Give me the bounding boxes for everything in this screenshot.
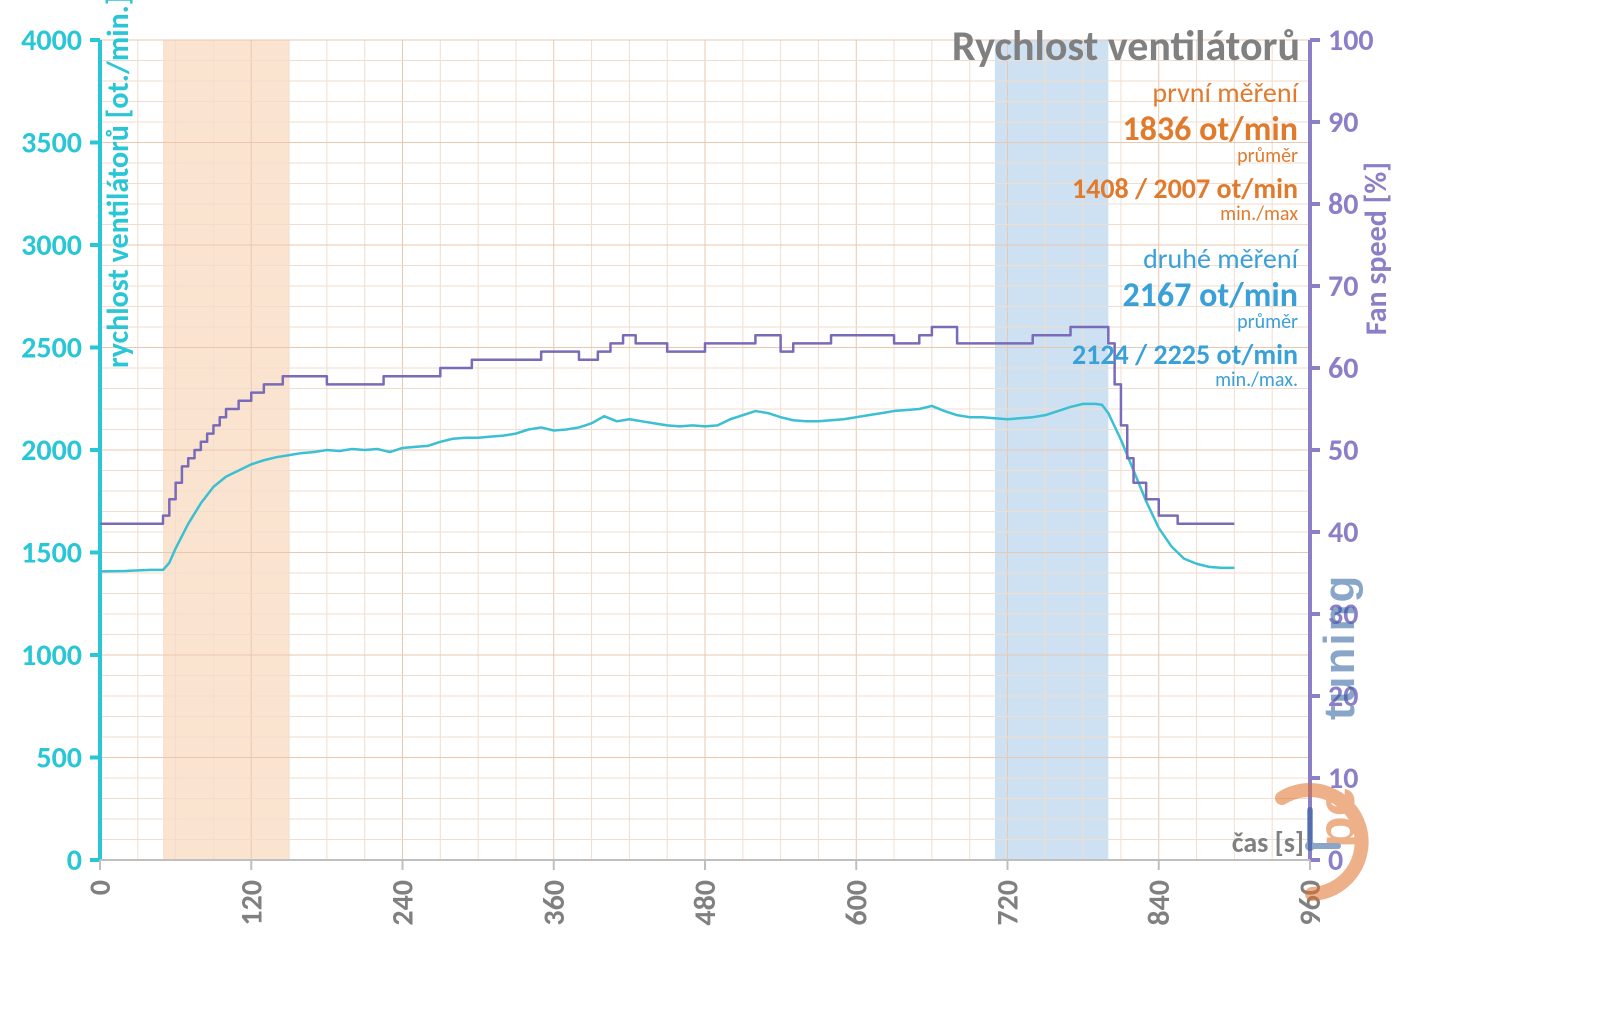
measurement-2-range: 2124 / 2225 ot/min — [1072, 337, 1298, 372]
chart-svg: 0500100015002000250030003500400001020304… — [0, 0, 1600, 1009]
grid — [100, 40, 1310, 860]
xtick: 360 — [536, 880, 573, 926]
measurement-2-avg-label: průměr — [1237, 310, 1298, 334]
chart-title: Rychlost ventilátorů — [952, 21, 1300, 72]
xtick: 480 — [687, 880, 724, 926]
y-axis-right-label: Fan speed [%] — [1358, 162, 1395, 335]
ytick-right: 40 — [1328, 514, 1358, 551]
measurement-1-avg-label: průměr — [1237, 144, 1298, 168]
ytick-right: 70 — [1328, 268, 1358, 305]
measurement-1-range: 1408 / 2007 ot/min — [1072, 171, 1298, 206]
xtick: 0 — [82, 880, 119, 895]
ytick-left: 2500 — [21, 330, 82, 367]
xtick: 600 — [838, 880, 875, 926]
ytick-right: 100 — [1328, 22, 1374, 59]
ytick-left: 1000 — [21, 637, 82, 674]
ytick-left: 2000 — [21, 432, 82, 469]
ytick-left: 3500 — [21, 125, 82, 162]
ytick-left: 500 — [36, 740, 82, 777]
measurement-2-heading: druhé měření — [1143, 241, 1299, 276]
xtick: 840 — [1141, 880, 1178, 926]
watermark-tuning: tuning — [1315, 574, 1364, 720]
x-axis-label: čas [s] — [1232, 825, 1304, 860]
xtick: 720 — [990, 880, 1027, 926]
measurement-2-range-label: min./max. — [1215, 368, 1298, 392]
y-axis-left-label: rychlost ventilátorů [ot./min.] — [100, 0, 137, 368]
ytick-right: 60 — [1328, 350, 1358, 387]
ytick-right: 90 — [1328, 104, 1358, 141]
xtick: 240 — [385, 880, 422, 926]
ytick-right: 80 — [1328, 186, 1358, 223]
ytick-left: 4000 — [21, 22, 82, 59]
ytick-right: 50 — [1328, 432, 1358, 469]
xtick: 120 — [233, 880, 270, 926]
fan-speed-chart: 0500100015002000250030003500400001020304… — [0, 0, 1600, 1009]
ytick-left: 0 — [67, 842, 82, 879]
measurement-1-heading: první měření — [1152, 75, 1299, 110]
measurement-1-range-label: min./max — [1220, 202, 1298, 226]
ytick-left: 1500 — [21, 535, 82, 572]
ytick-left: 3000 — [21, 227, 82, 264]
